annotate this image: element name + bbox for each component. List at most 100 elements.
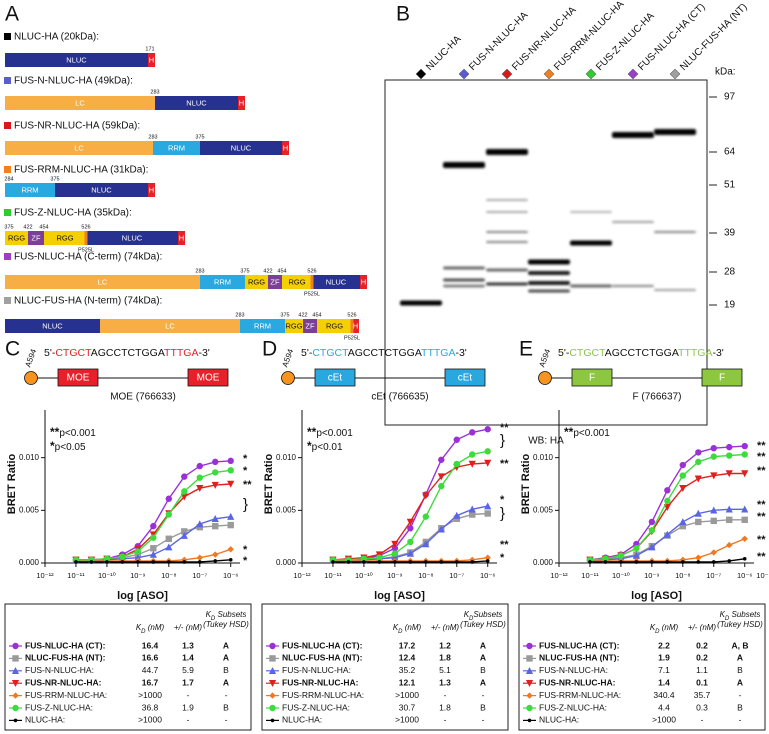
row-name: NLUC-HA: [539, 715, 579, 725]
point [151, 560, 156, 564]
point [469, 429, 476, 436]
domain-label: RGG [326, 321, 343, 330]
domain [303, 319, 317, 333]
wing-label: cEt [328, 373, 343, 384]
point [741, 442, 748, 450]
point [346, 560, 351, 564]
marker-label: 28 [724, 267, 736, 278]
band [486, 241, 528, 243]
point [727, 559, 732, 563]
x-tick-label: 10⁻⁹ [130, 571, 146, 580]
point [603, 560, 608, 564]
x-tick-label: 10⁻⁶ [480, 571, 495, 580]
sequence-part: 5'- [301, 347, 313, 359]
kd-subset: A [480, 677, 486, 687]
sequence-part: 5'- [558, 347, 570, 359]
domain-label: LC [165, 321, 175, 330]
kd-value: >1000 [652, 715, 676, 725]
header-part: D [655, 629, 660, 635]
kd-value: 36.8 [142, 702, 159, 712]
x-tick-label: 10⁻⁷ [192, 571, 207, 580]
lane-marker [543, 68, 555, 80]
point [469, 451, 476, 458]
sequence-part: TTTGA [421, 347, 455, 359]
point [617, 552, 625, 559]
point [484, 426, 491, 433]
domain-label: LC [74, 143, 84, 152]
domain [28, 231, 44, 245]
domain [86, 231, 178, 245]
series-line [589, 472, 745, 561]
table-header: (Tukey HSD) [460, 620, 506, 629]
kd-error: 0.1 [696, 677, 708, 687]
domain [200, 141, 282, 155]
kd-value: >1000 [395, 715, 419, 725]
kd-error: 1.2 [439, 640, 451, 650]
significance-mark: ** [500, 458, 509, 470]
row-name: NLUC-HA: [25, 715, 65, 725]
mutation-mark [350, 319, 354, 333]
domain [153, 141, 200, 155]
header-part: K [206, 610, 212, 619]
significance-note: *p<0.05 [50, 439, 86, 453]
kd-subset: B [223, 665, 229, 675]
point [526, 704, 533, 712]
point [453, 511, 461, 519]
point [725, 505, 733, 513]
construct-name: FUS-RRM-NLUC-HA (31kDa): [14, 165, 148, 176]
chart-title: F (766637) [633, 392, 682, 403]
x-tick-label: 10⁻¹² [293, 571, 311, 580]
kd-error: 5.9 [182, 665, 194, 675]
mutation-label: P525L [304, 291, 320, 297]
x-tick-label: 10⁻⁸ [418, 571, 433, 580]
kd-subset: - [225, 690, 228, 700]
band [528, 271, 570, 275]
significance-mark: ** [500, 422, 509, 434]
header-part: D [398, 629, 403, 635]
residue-number: 375 [240, 268, 249, 274]
y-axis-label: BRET Ratio [6, 453, 18, 514]
legend-square [4, 209, 11, 216]
band [612, 221, 654, 223]
point [393, 560, 397, 564]
row-name: FUS-Z-NLUC-HA: [539, 702, 607, 712]
kd-error: 1.3 [182, 640, 194, 650]
point [648, 518, 656, 526]
kd-value: 2.2 [658, 640, 670, 650]
row-name: FUS-NLUC-HA (CT): [539, 640, 620, 650]
point [180, 531, 188, 539]
point [268, 667, 277, 674]
point [633, 545, 640, 552]
point [648, 527, 656, 534]
kd-error: 1.3 [439, 677, 451, 687]
lane-marker [585, 68, 597, 80]
significance-mark: * [500, 552, 505, 564]
construct-name: NLUC-HA (20kDa): [14, 32, 99, 43]
series-line [332, 462, 488, 561]
band [570, 284, 612, 288]
table-header: KDSubsets [464, 610, 503, 621]
row-name: NLUC-FUS-HA (NT): [25, 653, 106, 663]
blot-caption: WB: HA [528, 436, 564, 447]
significance-mark: * [243, 555, 248, 567]
domain [55, 183, 148, 197]
domain [282, 275, 312, 289]
row-name: NLUC-FUS-HA (NT): [282, 653, 363, 663]
header-part: D [725, 616, 730, 622]
domain-label: ZF [305, 321, 315, 330]
x-tick-label: 10⁻¹² [36, 571, 54, 580]
significance-mark: ** [757, 440, 766, 452]
point [150, 534, 157, 541]
marker-label: 19 [724, 300, 736, 311]
y-axis-label: BRET Ratio [520, 453, 532, 514]
band [443, 278, 485, 282]
point [408, 560, 413, 564]
point [710, 549, 717, 556]
table-header: +/- (nM) [431, 623, 460, 632]
domain [44, 231, 86, 245]
kd-error: 35.7 [694, 690, 711, 700]
point [167, 560, 171, 564]
band [612, 285, 654, 287]
residue-number: 284 [4, 176, 13, 182]
